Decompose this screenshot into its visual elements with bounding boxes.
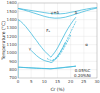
phase-line: [52, 21, 76, 60]
phase-line: [18, 8, 97, 18]
plot-frame: [18, 3, 97, 78]
grid-line: [44, 3, 45, 78]
phase-line: [49, 42, 65, 62]
grid-line: [31, 3, 32, 78]
tick-label: 0: [17, 79, 20, 84]
tick-label: 1300: [7, 25, 18, 30]
phase-label: γ: [29, 46, 32, 51]
grid-line: [18, 61, 97, 62]
tick-label: 1600: [7, 0, 18, 5]
tick-label: 15: [55, 79, 61, 84]
phase-line: [51, 66, 76, 69]
phase-line: [31, 51, 49, 62]
tick-label: 1200: [7, 34, 18, 39]
phase-line: [47, 35, 71, 60]
y-axis-label: Temperature (°C): [1, 21, 6, 61]
tick-label: 30: [94, 79, 100, 84]
tick-label: 1400: [7, 17, 18, 22]
phase-line: [18, 20, 51, 58]
x-axis-label: Cr (%): [50, 87, 64, 92]
phase-label: δ: [75, 10, 78, 15]
tick-label: 1100: [7, 42, 18, 47]
tick-label: 25: [81, 79, 87, 84]
tick-label: 900: [9, 59, 17, 64]
phase-line: [18, 67, 51, 69]
phase-line: [51, 66, 76, 69]
grid-line: [18, 28, 97, 29]
chart: 0 5 10 15 20 25 30 700 800 900 1000 1100 1200 1300 140…: [0, 0, 100, 93]
phase-label: 0.20%Ni: [74, 73, 91, 78]
phase-line: [18, 20, 19, 68]
tick-label: 20: [68, 79, 74, 84]
phase-line: [51, 17, 76, 57]
grid-line: [18, 53, 97, 54]
tick-label: 5: [30, 79, 33, 84]
phase-line: [18, 67, 19, 78]
phase-label: α: [85, 42, 88, 47]
phase-line: [18, 67, 51, 69]
tick-label: 700: [9, 75, 17, 80]
lines: [18, 8, 97, 78]
tick-label: 800: [9, 67, 17, 72]
tick-label: 1500: [7, 9, 18, 14]
grid-line: [83, 3, 84, 78]
grid-line: [18, 36, 97, 37]
tick-label: 1000: [7, 50, 18, 55]
phase-label: γ+δ: [51, 10, 60, 15]
grid-line: [18, 19, 97, 20]
phase-label: Fₑ: [46, 28, 50, 33]
tick-label: 10: [42, 79, 48, 84]
